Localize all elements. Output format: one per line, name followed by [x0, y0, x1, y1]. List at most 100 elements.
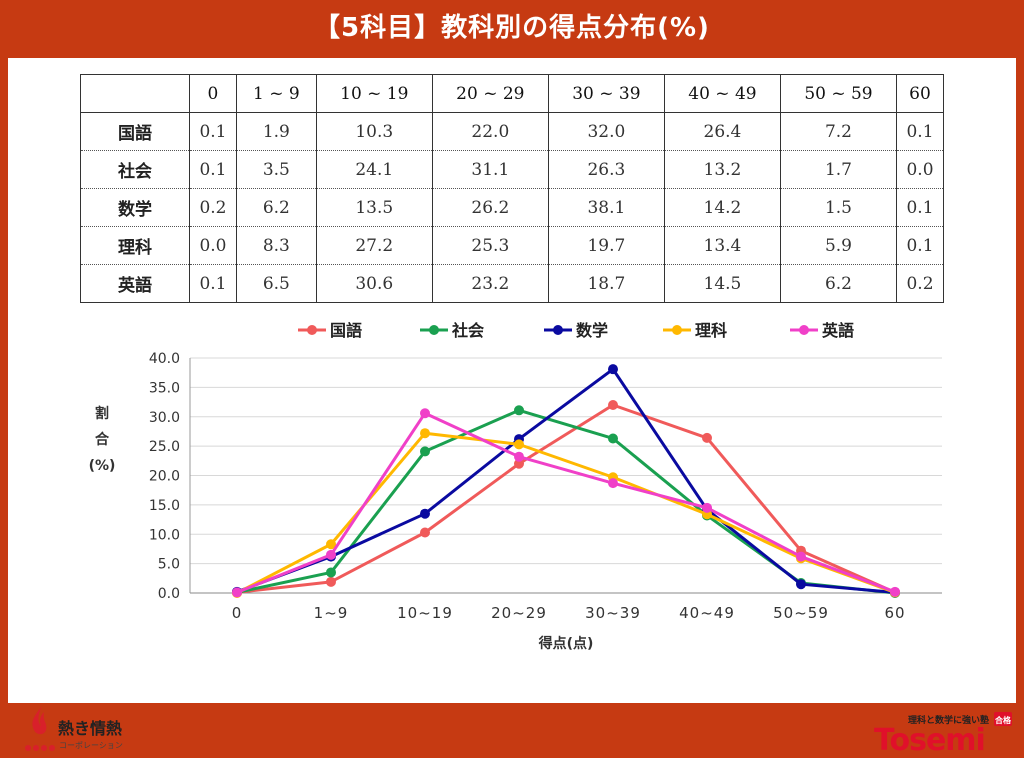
y-axis-label: 割	[95, 405, 109, 422]
data-point	[608, 433, 618, 444]
series-line	[236, 367, 896, 594]
table-cell: 0.2	[189, 188, 237, 227]
table-cell: 14.2	[663, 188, 781, 227]
table-cell: 13.4	[663, 226, 781, 265]
table-cell: 0.1	[896, 226, 944, 265]
table-row: 理科 0.0 8.3 27.2 25.3 19.7 13.4 5.9 0.1	[80, 226, 944, 265]
row-subject: 社会	[80, 150, 190, 189]
data-point	[514, 458, 524, 469]
data-point	[890, 586, 900, 597]
table-row: 数学 0.2 6.2 13.5 26.2 38.1 14.2 1.5 0.1	[80, 188, 944, 227]
right-logo: 理科と数学に強い塾 Tosemi 合格	[874, 710, 1016, 758]
column-header: 40 ~ 49	[663, 74, 781, 113]
table-cell: 0.1	[189, 112, 237, 151]
table-cell: 30.6	[315, 264, 433, 303]
table-cell: 26.3	[547, 150, 665, 189]
legend-swatch-marker	[429, 325, 439, 335]
legend-label: 数学	[576, 321, 608, 340]
series-line	[236, 408, 896, 595]
legend-swatch-marker	[553, 325, 563, 335]
table-cell: 8.3	[235, 226, 317, 265]
legend-label: 理科	[695, 321, 727, 340]
right-logo-brand: Tosemi	[874, 723, 985, 754]
series-line	[236, 403, 896, 594]
data-point	[326, 549, 336, 560]
data-point	[420, 408, 430, 419]
table-cell: 10.3	[315, 112, 433, 151]
column-header: 1 ~ 9	[235, 74, 317, 113]
frame: 【5科目】教科別の得点分布(%) 0 1 ~ 9 10 ~ 19 20 ~ 29…	[8, 13, 1016, 758]
data-point	[420, 527, 430, 538]
table-cell: 13.2	[663, 150, 781, 189]
y-tick-label: 30.0	[149, 410, 180, 426]
table-row: 国語 0.1 1.9 10.3 22.0 32.0 26.4 7.2 0.1	[81, 112, 944, 151]
column-header: 60	[896, 74, 944, 113]
table-cell: 7.2	[779, 112, 897, 151]
data-point	[702, 432, 712, 443]
content-panel: 0 1 ~ 9 10 ~ 19 20 ~ 29 30 ~ 39 40 ~ 49 …	[8, 58, 1016, 758]
y-tick-label: 0.0	[158, 586, 180, 602]
series-line	[236, 431, 896, 595]
legend-label: 国語	[330, 321, 362, 340]
y-tick-label: 5.0	[158, 557, 180, 573]
data-point	[608, 400, 618, 410]
data-point	[326, 576, 336, 587]
column-header: 30 ~ 39	[547, 74, 665, 113]
legend-swatch-marker	[799, 325, 809, 335]
y-tick-label: 40.0	[149, 351, 180, 367]
distribution-table: 0 1 ~ 9 10 ~ 19 20 ~ 29 30 ~ 39 40 ~ 49 …	[80, 74, 944, 303]
table-cell: 24.1	[315, 150, 433, 189]
x-tick-label: 50~59	[773, 604, 829, 622]
tosemi-logo: 理科と数学に強い塾 Tosemi 合格	[874, 712, 1012, 758]
x-tick-label: 0	[232, 604, 243, 622]
data-point	[514, 451, 524, 462]
data-point	[514, 439, 524, 450]
y-axis-label: (%)	[89, 458, 116, 474]
table-cell: 22.0	[431, 112, 549, 151]
flame-icon: 熱き情熱 コーポレーション	[25, 706, 123, 751]
table-cell: 0.0	[896, 150, 944, 189]
column-header: 10 ~ 19	[315, 74, 433, 113]
table-cell: 0.1	[896, 188, 944, 227]
x-tick-label: 60	[884, 604, 905, 622]
table-cell: 26.4	[663, 112, 781, 151]
data-point	[420, 508, 430, 519]
table-cell: 26.2	[431, 188, 549, 227]
series-line	[236, 411, 896, 594]
table-cell: 14.5	[663, 264, 781, 303]
table-cell: 6.2	[779, 264, 897, 303]
x-tick-label: 40~49	[679, 604, 735, 622]
left-logo-name: 熱き情熱	[58, 719, 122, 738]
row-subject: 国語	[118, 124, 152, 144]
table-cell: 0.1	[189, 150, 237, 189]
data-point	[420, 428, 430, 439]
table-cell: 5.9	[779, 226, 897, 265]
table-cell: 6.2	[235, 188, 317, 227]
row-subject: 英語	[80, 264, 190, 303]
table-cell: 3.5	[235, 150, 317, 189]
y-tick-label: 15.0	[149, 498, 180, 514]
table-cell: 1.5	[779, 188, 897, 227]
x-tick-label: 30~39	[585, 604, 641, 622]
table-cell: 0.1	[189, 264, 237, 303]
table-corner-cell	[80, 74, 190, 113]
table-cell: 38.1	[547, 188, 665, 227]
x-tick-label: 10~19	[397, 604, 453, 622]
data-point	[608, 364, 618, 375]
column-header: 20 ~ 29	[431, 74, 549, 113]
table-cell: 23.2	[431, 264, 549, 303]
table-cell: 25.3	[431, 226, 549, 265]
table-cell: 18.7	[547, 264, 665, 303]
left-logo: 熱き情熱 コーポレーション	[22, 702, 132, 758]
column-header: 0	[189, 74, 237, 113]
right-logo-badge: 合格	[994, 715, 1012, 725]
table-cell: 32.0	[547, 112, 665, 151]
table-cell: 31.1	[431, 150, 549, 189]
data-point	[420, 446, 430, 457]
legend-swatch-marker	[307, 325, 317, 335]
row-subject: 数学	[80, 188, 190, 227]
table-row: 英語 0.1 6.5 30.6 23.2 18.7 14.5 6.2 0.2	[80, 264, 944, 303]
table-cell: 0.2	[896, 264, 944, 303]
legend-label: 社会	[451, 321, 484, 340]
table-cell: 19.7	[547, 226, 665, 265]
